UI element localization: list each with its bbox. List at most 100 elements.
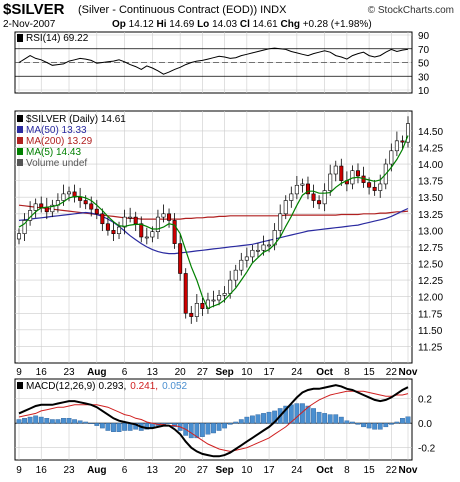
price-tick-label: 13.00 xyxy=(418,226,443,237)
price-candle xyxy=(405,123,410,143)
price-legend-swatch xyxy=(17,148,23,155)
change-label: Chg xyxy=(280,19,300,30)
price-legend-swatch xyxy=(17,115,23,122)
price-candle xyxy=(294,184,299,195)
macd-histogram-bar xyxy=(300,403,305,424)
macd-histogram-bar xyxy=(366,422,372,429)
price-candle xyxy=(228,279,233,294)
price-tick-label: 13.25 xyxy=(418,210,443,221)
price-legend-swatch xyxy=(17,159,23,166)
macd-histogram-bar xyxy=(283,405,289,424)
macd-histogram-bar xyxy=(172,422,177,428)
ma50-line xyxy=(18,207,409,255)
price-candle xyxy=(339,165,344,181)
low-label: Lo xyxy=(197,19,210,30)
macd-histogram-bar xyxy=(322,413,328,424)
price-candle xyxy=(261,244,266,251)
macd-histogram-bar xyxy=(144,422,150,430)
price-legend-price: $SILVER (Daily) 14.61 xyxy=(26,114,126,125)
macd-histogram-bar xyxy=(216,422,222,431)
macd-histogram-bar xyxy=(394,421,400,424)
x-axis-label-bottom: Nov xyxy=(399,465,418,476)
high-label: Hi xyxy=(156,19,167,30)
x-axis-label: 22 xyxy=(386,367,398,378)
price-legend-ma50: MA(50) 13.33 xyxy=(26,125,87,136)
change-value: +0.28 (+1.98%) xyxy=(302,19,372,30)
x-axis-label-bottom: 22 xyxy=(386,465,398,476)
rsi-tick-label: 30 xyxy=(418,72,430,83)
macd-histogram-bar xyxy=(388,422,394,425)
x-axis-label: 20 xyxy=(175,367,187,378)
price-candle xyxy=(322,190,327,205)
x-axis-label: 17 xyxy=(264,367,276,378)
macd-histogram-bar xyxy=(327,414,333,424)
macd-histogram-bar xyxy=(311,408,316,424)
price-candle xyxy=(22,220,27,234)
x-axis-label: Nov xyxy=(399,367,418,378)
x-axis-label-bottom: 6 xyxy=(122,465,128,476)
price-tick-label: 12.75 xyxy=(418,243,443,254)
macd-histogram-bar xyxy=(194,422,200,439)
x-axis-label: 13 xyxy=(147,367,159,378)
x-axis-label: Oct xyxy=(316,367,333,378)
price-legend-ma5: MA(5) 14.43 xyxy=(26,147,81,158)
macd-histogram-bar xyxy=(166,422,172,424)
macd-label: MACD(12,26,9) xyxy=(26,381,95,392)
close-label: Cl xyxy=(239,19,250,30)
price-legend-swatch xyxy=(17,126,23,133)
macd-histogram-bar xyxy=(211,422,216,434)
price-candle xyxy=(372,186,377,191)
price-candle xyxy=(133,216,138,225)
brand-watermark: © StockCharts.com xyxy=(367,5,454,16)
rsi-tick-label: 70 xyxy=(418,45,430,56)
price-candle xyxy=(255,249,260,252)
price-candle xyxy=(94,208,99,215)
macd-hist-value: 0.052 xyxy=(162,381,187,392)
x-axis-label: 27 xyxy=(197,367,209,378)
price-candle xyxy=(289,193,294,201)
macd-histogram-bar xyxy=(105,422,111,431)
price-candle xyxy=(278,213,283,231)
x-axis-label-bottom: 9 xyxy=(16,465,22,476)
macd-line xyxy=(18,384,409,458)
price-candle xyxy=(311,193,316,201)
macd-histogram-bar xyxy=(233,421,239,424)
price-candle xyxy=(200,303,205,309)
price-candle xyxy=(400,140,405,143)
x-axis-label-bottom: 13 xyxy=(147,465,159,476)
quote-date: 2-Nov-2007 xyxy=(3,19,56,30)
rsi-line xyxy=(18,47,409,75)
price-candle xyxy=(183,273,188,314)
x-axis-label-bottom: Oct xyxy=(316,465,333,476)
macd-histogram-bar xyxy=(222,422,228,429)
price-candle xyxy=(33,203,38,211)
price-candle xyxy=(139,223,144,238)
price-tick-label: 11.25 xyxy=(418,342,443,353)
macd-histogram-bar xyxy=(55,419,61,424)
macd-histogram-bar xyxy=(261,413,266,424)
price-candle xyxy=(239,259,244,271)
x-axis-label: Aug xyxy=(87,367,106,378)
price-candle xyxy=(172,220,177,244)
macd-histogram-bar xyxy=(227,422,233,425)
price-tick-label: 11.50 xyxy=(418,326,443,337)
macd-histogram-bar xyxy=(66,418,72,424)
x-axis-label-bottom: 20 xyxy=(175,465,187,476)
price-candle xyxy=(167,213,172,221)
macd-signal-value: 0.241, xyxy=(130,381,158,392)
macd-histogram-bar xyxy=(205,422,211,435)
price-candle xyxy=(144,236,149,239)
price-candle xyxy=(355,170,360,177)
x-axis-label: Sep xyxy=(215,367,233,378)
macd-tick-label: 0.0 xyxy=(418,419,432,430)
macd-histogram-bar xyxy=(372,422,378,430)
x-axis-label: 23 xyxy=(63,367,75,378)
macd-legend-swatch xyxy=(17,382,23,389)
macd-histogram-bar xyxy=(38,416,44,424)
open-value: 14.12 xyxy=(128,19,154,30)
price-candle xyxy=(100,213,105,225)
macd-histogram-bar xyxy=(72,419,77,424)
price-candle xyxy=(250,249,255,258)
macd-histogram-bar xyxy=(244,416,250,424)
price-candle xyxy=(267,244,272,247)
